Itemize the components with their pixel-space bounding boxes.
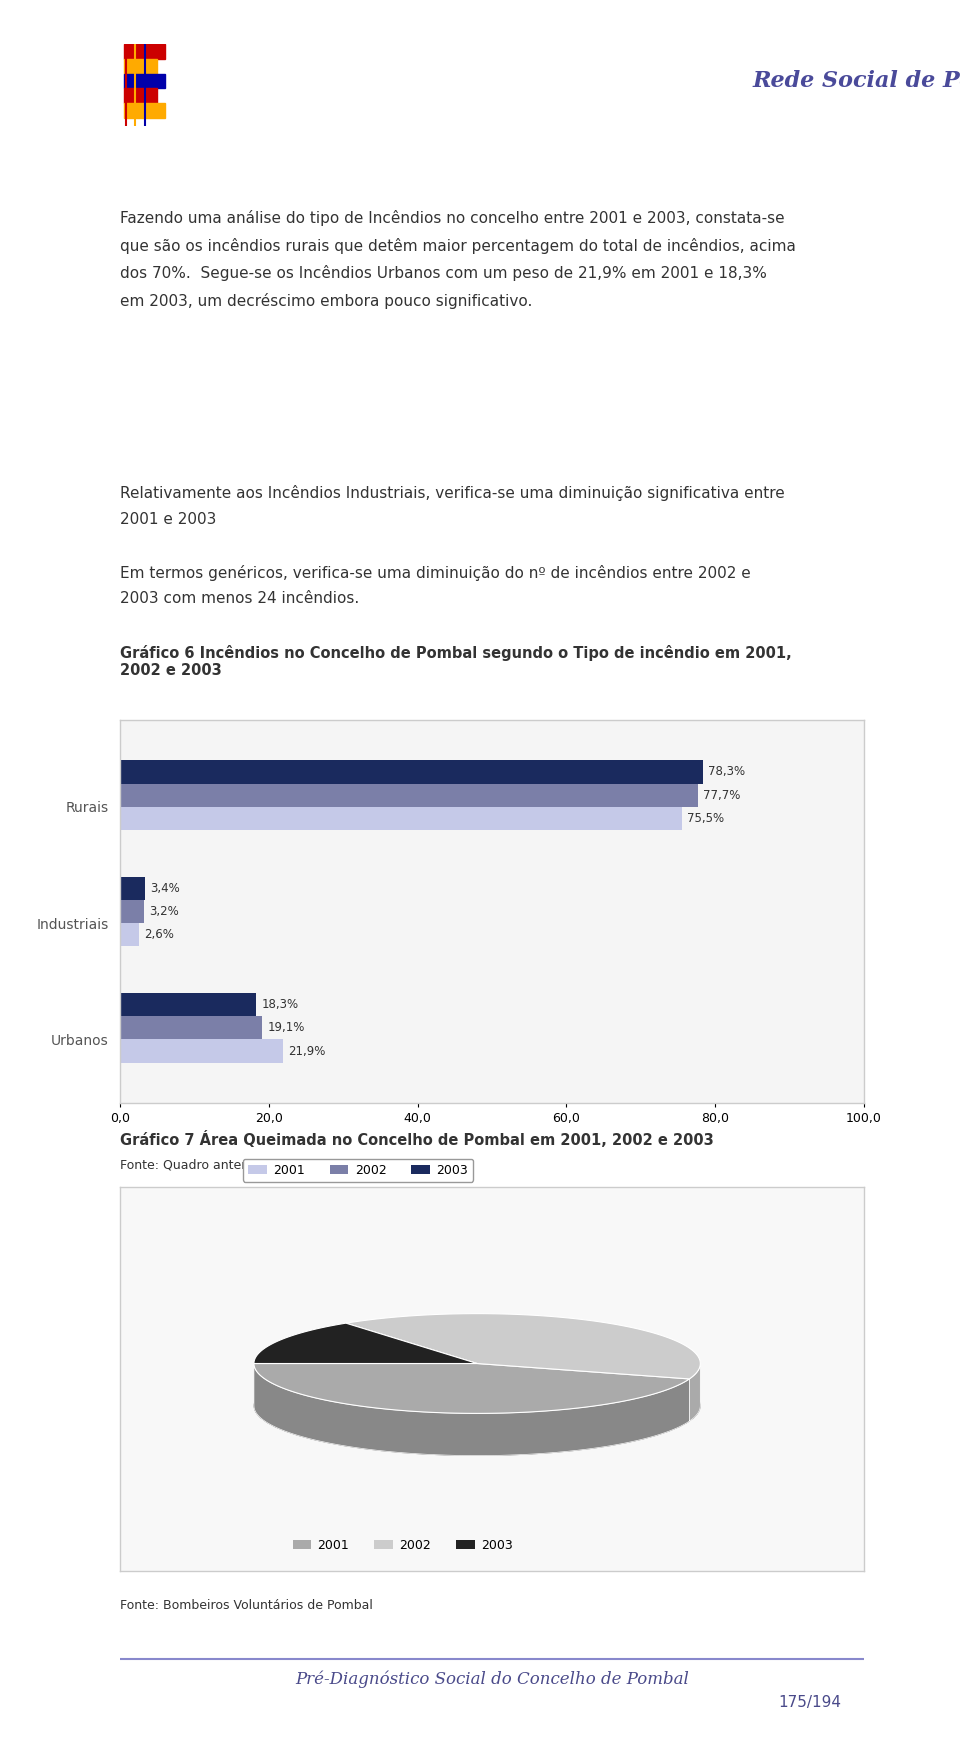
Text: Gráfico 7 Área Queimada no Concelho de Pombal em 2001, 2002 e 2003: Gráfico 7 Área Queimada no Concelho de P…	[120, 1132, 713, 1148]
Bar	[120, 899, 144, 924]
Text: 19,1%: 19,1%	[267, 1021, 304, 1035]
Text: 3,2%: 3,2%	[149, 905, 179, 919]
Text: Fonte: Bombeiros Voluntários de Pombal: Fonte: Bombeiros Voluntários de Pombal	[120, 1598, 372, 1612]
Bar	[120, 993, 256, 1016]
FancyArrow shape	[124, 104, 165, 118]
Text: 77,7%: 77,7%	[704, 788, 741, 803]
Polygon shape	[346, 1313, 700, 1378]
Text: Rede Social de Pombal: Rede Social de Pombal	[753, 70, 960, 92]
Bar	[120, 760, 703, 783]
Bar	[120, 924, 139, 947]
Text: 78,3%: 78,3%	[708, 766, 745, 778]
Polygon shape	[253, 1364, 689, 1456]
Polygon shape	[689, 1364, 701, 1420]
Polygon shape	[253, 1324, 477, 1364]
FancyArrow shape	[124, 44, 165, 58]
Bar	[120, 1016, 262, 1040]
Bar	[120, 876, 145, 899]
Text: 21,9%: 21,9%	[288, 1045, 325, 1058]
Bar	[120, 806, 682, 831]
Legend: 2001, 2002, 2003: 2001, 2002, 2003	[288, 1533, 517, 1558]
FancyArrow shape	[124, 58, 157, 74]
Text: 18,3%: 18,3%	[261, 998, 299, 1010]
FancyArrow shape	[124, 88, 157, 104]
Bar	[120, 783, 698, 806]
Polygon shape	[253, 1364, 689, 1413]
Ellipse shape	[253, 1355, 701, 1456]
Text: 175/194: 175/194	[779, 1695, 842, 1709]
Text: 2,6%: 2,6%	[145, 928, 175, 942]
Text: 75,5%: 75,5%	[687, 811, 724, 825]
Text: Pré-Diagnóstico Social do Concelho de Pombal: Pré-Diagnóstico Social do Concelho de Po…	[295, 1670, 689, 1688]
Text: 3,4%: 3,4%	[151, 882, 180, 894]
FancyArrow shape	[124, 74, 165, 88]
Bar	[120, 1040, 283, 1063]
Legend: 2001, 2002, 2003: 2001, 2002, 2003	[243, 1158, 473, 1181]
Text: Gráfico 6 Incêndios no Concelho de Pombal segundo o Tipo de incêndio em 2001,
20: Gráfico 6 Incêndios no Concelho de Pomba…	[120, 644, 792, 678]
Text: Fonte: Quadro anterior: Fonte: Quadro anterior	[120, 1158, 263, 1172]
Text: Fazendo uma análise do tipo de Incêndios no concelho entre 2001 e 2003, constata: Fazendo uma análise do tipo de Incêndios…	[120, 209, 796, 310]
Text: Relativamente aos Incêndios Industriais, verifica-se uma diminuição significativ: Relativamente aos Incêndios Industriais,…	[120, 486, 784, 607]
